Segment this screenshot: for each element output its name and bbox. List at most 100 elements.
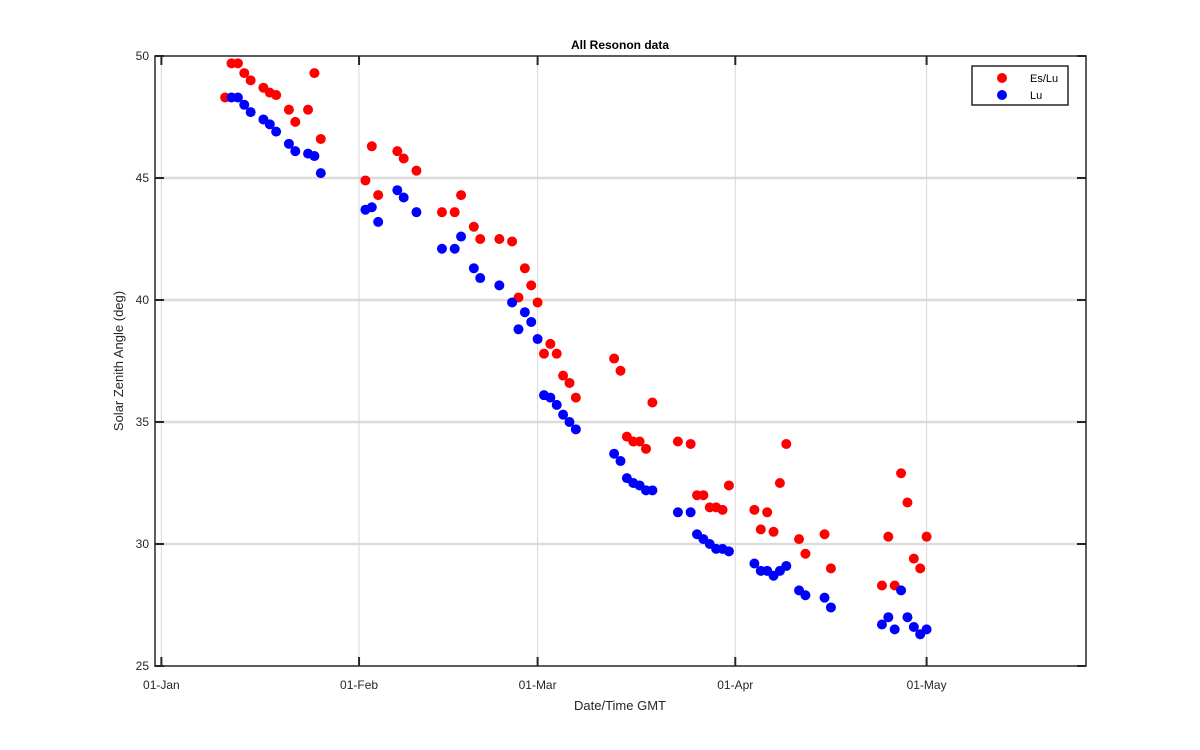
data-point-es-lu (615, 365, 626, 376)
data-point-es-lu (921, 531, 932, 542)
data-point-lu (723, 546, 734, 557)
data-point-es-lu (908, 553, 919, 564)
data-point-lu (398, 192, 409, 203)
y-axis-label: Solar Zenith Angle (deg) (111, 291, 126, 431)
data-point-lu (449, 243, 460, 254)
data-point-lu (526, 316, 537, 327)
data-point-lu (392, 185, 403, 196)
data-point-es-lu (794, 534, 805, 545)
data-point-lu (800, 590, 811, 601)
data-point-es-lu (494, 234, 505, 244)
data-point-es-lu (749, 504, 760, 515)
legend: Es/Lu Lu (971, 65, 1069, 106)
data-point-es-lu (570, 392, 581, 403)
grid-lines (155, 56, 1086, 666)
data-point-es-lu (366, 141, 377, 152)
x-tick-label: 01-Jan (143, 678, 180, 692)
data-point-lu (749, 558, 760, 569)
data-point-es-lu (538, 348, 549, 359)
data-point-es-lu (271, 90, 282, 101)
data-point-lu (264, 119, 275, 130)
data-point-es-lu (507, 236, 518, 247)
y-tick-label: 40 (136, 293, 150, 307)
data-point-lu (647, 485, 658, 496)
data-point-es-lu (468, 221, 479, 232)
data-point-lu (475, 273, 486, 284)
x-tick-label: 01-Apr (717, 678, 753, 692)
data-point-es-lu (290, 116, 301, 127)
data-point-lu (239, 99, 250, 110)
data-point-es-lu (526, 280, 537, 291)
data-point-lu (570, 424, 581, 435)
data-point-lu (283, 138, 294, 149)
data-point-lu (876, 619, 887, 630)
data-point-es-lu (239, 68, 250, 79)
axis-ticks: 25 30 35 40 45 50 01-Jan 01-Feb 01-Mar 01-Apr 01-M… (136, 49, 1086, 692)
data-point-es-lu (717, 504, 728, 515)
data-point-es-lu (883, 531, 894, 542)
data-point-es-lu (360, 175, 371, 186)
data-point-lu (232, 92, 243, 103)
data-point-lu (896, 585, 907, 596)
data-point-lu (902, 612, 913, 623)
data-point-lu (373, 216, 384, 227)
data-point-lu (245, 107, 256, 118)
data-point-lu (921, 624, 932, 635)
data-point-es-lu (768, 526, 779, 537)
legend-label: Es/Lu (1030, 73, 1058, 85)
y-tick-label: 35 (136, 415, 150, 429)
legend-marker (997, 90, 1007, 100)
data-point-lu (309, 151, 320, 162)
legend-label: Lu (1030, 90, 1042, 102)
data-point-lu (558, 409, 569, 420)
data-point-es-lu (564, 377, 575, 388)
data-point-es-lu (519, 263, 530, 274)
data-point-es-lu (303, 104, 314, 115)
data-points (220, 58, 932, 640)
data-point-es-lu (436, 207, 447, 218)
data-point-lu (672, 507, 683, 518)
data-point-es-lu (647, 397, 658, 408)
data-point-es-lu (902, 497, 913, 508)
x-axis-label: Date/Time GMT (574, 698, 666, 713)
data-point-es-lu (723, 480, 734, 491)
chart-title: All Resonon data (571, 38, 669, 52)
y-tick-label: 50 (136, 49, 150, 63)
data-point-es-lu (641, 443, 652, 454)
legend-marker (997, 73, 1007, 83)
x-tick-label: 01-Mar (519, 678, 557, 692)
data-point-lu (468, 263, 479, 274)
data-point-lu (315, 168, 326, 179)
data-point-es-lu (315, 133, 326, 144)
data-point-lu (494, 280, 505, 291)
data-point-lu (781, 560, 792, 571)
data-point-lu (685, 507, 696, 518)
data-point-lu (908, 621, 919, 632)
data-point-es-lu (915, 563, 926, 574)
data-point-lu (519, 307, 530, 318)
data-point-lu (609, 448, 620, 459)
data-point-es-lu (551, 348, 562, 359)
data-point-lu (819, 592, 830, 603)
data-point-es-lu (755, 524, 766, 535)
plot-frame (154, 55, 1087, 667)
data-point-es-lu (449, 207, 460, 218)
data-point-es-lu (283, 104, 294, 115)
data-point-lu (883, 612, 894, 623)
data-point-lu (436, 243, 447, 254)
legend-box (971, 65, 1069, 106)
data-point-es-lu (411, 165, 422, 176)
data-point-lu (615, 456, 626, 467)
data-point-lu (507, 297, 518, 308)
data-point-es-lu (309, 68, 320, 79)
data-point-lu (366, 202, 377, 213)
data-point-es-lu (876, 580, 887, 591)
data-point-lu (564, 417, 575, 427)
data-point-es-lu (545, 338, 556, 349)
data-point-lu (551, 399, 562, 410)
data-point-es-lu (672, 436, 683, 447)
data-point-es-lu (609, 353, 620, 364)
data-point-es-lu (762, 507, 773, 518)
data-point-es-lu (800, 548, 811, 559)
